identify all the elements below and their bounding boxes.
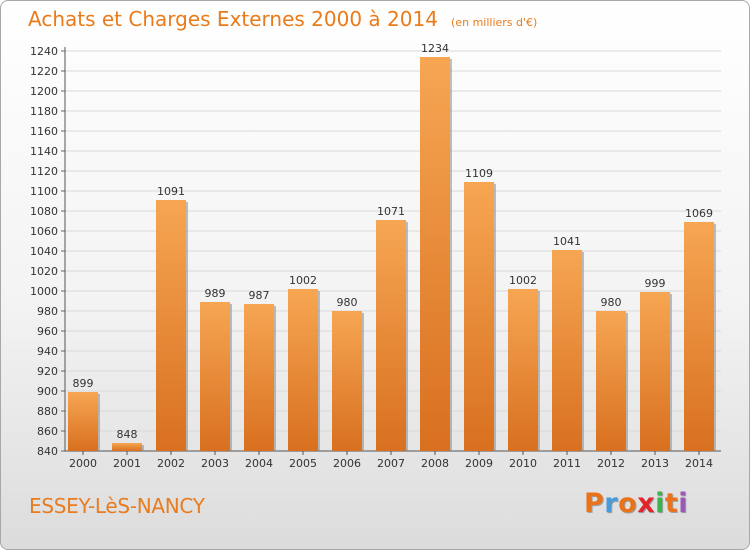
x-tick-label: 2004 [245, 457, 273, 470]
y-tick-label: 1040 [30, 245, 58, 258]
logo-letter: P [584, 488, 605, 519]
y-tick-label: 1220 [30, 65, 58, 78]
data-label: 1091 [157, 185, 185, 198]
title-row: Achats et Charges Externes 2000 à 2014 (… [28, 7, 537, 31]
y-tick-label: 880 [37, 405, 58, 418]
data-label: 848 [117, 428, 138, 441]
data-label: 989 [205, 287, 226, 300]
logo-letter: i [655, 488, 665, 519]
chart-subtitle: (en milliers d'€) [451, 16, 538, 29]
x-axis-labels: 2000 2001 2002 2003 2004 2005 2006 2007 2008 2009… [69, 451, 713, 470]
bar-2013 [640, 292, 670, 451]
x-tick-label: 2011 [553, 457, 581, 470]
bar-2002 [156, 200, 186, 451]
data-label: 999 [645, 277, 666, 290]
proxiti-logo: Proxiti [584, 488, 688, 519]
bar-2009 [464, 182, 494, 451]
data-label: 1069 [685, 207, 713, 220]
logo-letter: t [664, 488, 679, 519]
bar-2011 [552, 250, 582, 451]
bar-2012 [596, 311, 626, 451]
x-tick-label: 2014 [685, 457, 713, 470]
data-label: 899 [73, 377, 94, 390]
x-tick-label: 2005 [289, 457, 317, 470]
data-label: 980 [337, 296, 358, 309]
y-tick-label: 1100 [30, 185, 58, 198]
place-name: ESSEY-LèS-NANCY [29, 494, 205, 518]
logo-letter: o [618, 488, 638, 519]
bar-2014 [684, 222, 714, 451]
bar-2001 [112, 443, 142, 451]
x-tick-label: 2006 [333, 457, 361, 470]
y-tick-label: 980 [37, 305, 58, 318]
chart-title: Achats et Charges Externes 2000 à 2014 [28, 7, 438, 31]
y-tick-label: 1000 [30, 285, 58, 298]
y-tick-label: 920 [37, 365, 58, 378]
y-tick-label: 1120 [30, 165, 58, 178]
x-tick-label: 2003 [201, 457, 229, 470]
x-tick-label: 2002 [157, 457, 185, 470]
data-label: 980 [601, 296, 622, 309]
data-label: 1002 [509, 274, 537, 287]
x-tick-label: 2013 [641, 457, 669, 470]
bar-2007 [376, 220, 406, 451]
y-tick-label: 900 [37, 385, 58, 398]
x-tick-label: 2010 [509, 457, 537, 470]
data-label: 1071 [377, 205, 405, 218]
data-label: 987 [249, 289, 270, 302]
data-label: 1041 [553, 235, 581, 248]
y-tick-label: 1180 [30, 105, 58, 118]
bar-2008 [420, 57, 450, 451]
logo-letter: x [637, 488, 656, 519]
y-tick-label: 1140 [30, 145, 58, 158]
data-label: 1109 [465, 167, 493, 180]
y-tick-label: 960 [37, 325, 58, 338]
y-tick-label: 1160 [30, 125, 58, 138]
y-tick-label: 1060 [30, 225, 58, 238]
x-tick-label: 2012 [597, 457, 625, 470]
x-tick-label: 2007 [377, 457, 405, 470]
y-tick-label: 1020 [30, 265, 58, 278]
bar-2004 [244, 304, 274, 451]
data-label: 1002 [289, 274, 317, 287]
x-tick-label: 2000 [69, 457, 97, 470]
y-tick-label: 860 [37, 425, 58, 438]
logo-letter: i [678, 488, 689, 519]
logo-letter: r [604, 488, 619, 519]
bars: 899 848 1091 989 987 1002 980 1071 1234 1109 1002 1… [68, 42, 716, 451]
bar-chart: 840 860 880 900 920 940 960 980 1000 1020 1040 1060… [30, 42, 721, 470]
bar-2003 [200, 302, 230, 451]
x-tick-label: 2009 [465, 457, 493, 470]
x-tick-label: 2001 [113, 457, 141, 470]
data-label: 1234 [421, 42, 449, 55]
bar-2000 [68, 392, 98, 451]
bar-2005 [288, 289, 318, 451]
x-tick-label: 2008 [421, 457, 449, 470]
y-tick-label: 1240 [30, 45, 58, 58]
y-tick-label: 940 [37, 345, 58, 358]
bar-2006 [332, 311, 362, 451]
y-tick-label: 1080 [30, 205, 58, 218]
y-tick-label: 840 [37, 445, 58, 458]
bar-2010 [508, 289, 538, 451]
y-tick-label: 1200 [30, 85, 58, 98]
